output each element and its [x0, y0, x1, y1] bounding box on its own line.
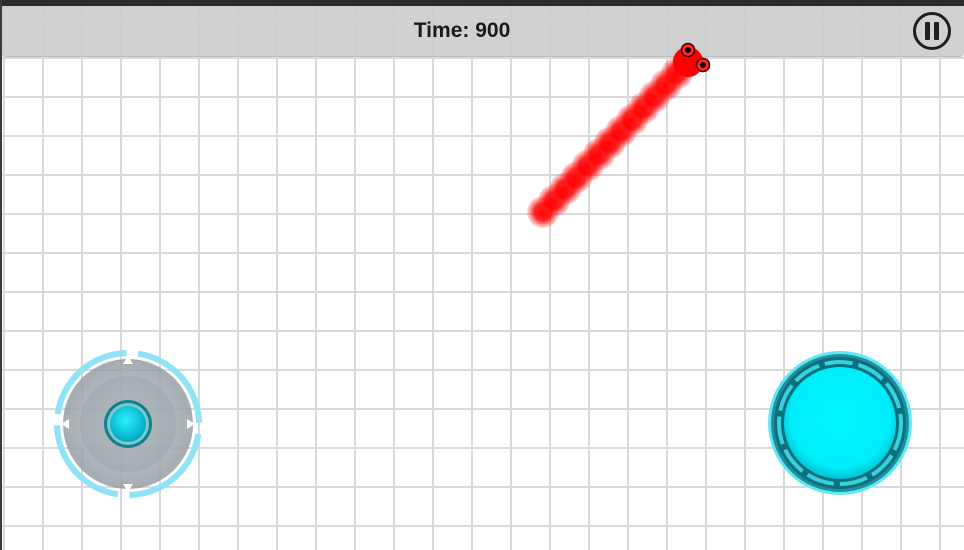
snake-body	[527, 46, 704, 228]
window-left-frame	[0, 0, 2, 550]
snake-head	[673, 42, 711, 77]
time-value: 900	[475, 19, 511, 42]
time-display: Time: 900	[0, 6, 924, 56]
time-label: Time:	[413, 19, 470, 42]
action-button-face	[784, 367, 896, 479]
action-button[interactable]	[765, 348, 915, 498]
arrow-right-icon	[187, 419, 195, 429]
arrow-up-icon	[123, 356, 133, 364]
arrow-left-icon	[61, 419, 69, 429]
pause-button[interactable]	[912, 11, 952, 51]
joystick-knob[interactable]	[104, 400, 152, 448]
joystick[interactable]	[52, 348, 204, 500]
hud-bar	[2, 6, 964, 57]
arrow-down-icon	[123, 484, 133, 492]
action-button-segments	[777, 360, 903, 486]
snake-eye-left	[680, 42, 696, 58]
window-top-frame	[0, 0, 964, 6]
snake-eye-right	[695, 57, 711, 73]
pause-icon	[913, 12, 951, 50]
